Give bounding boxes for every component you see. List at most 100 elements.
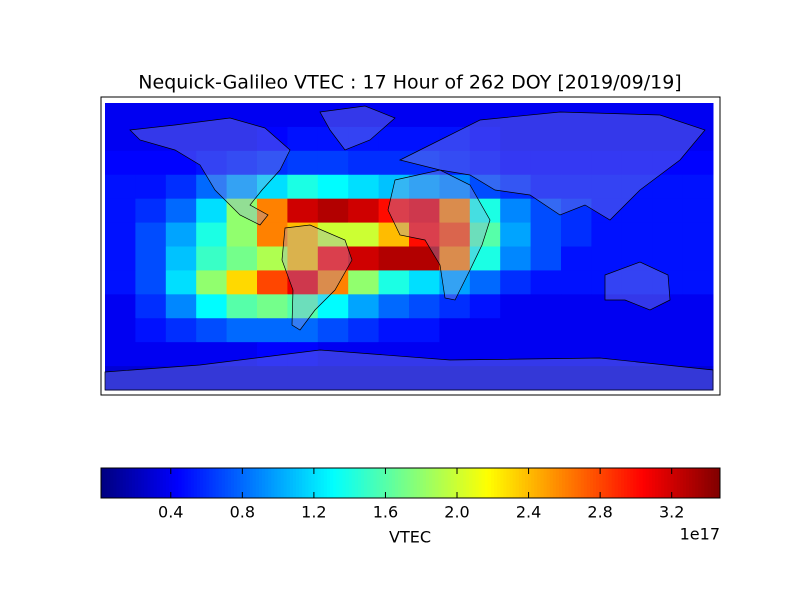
colorbar-swatch <box>326 468 331 498</box>
heat-cell <box>682 246 714 271</box>
colorbar-swatch <box>342 468 347 498</box>
heat-cell <box>378 174 410 200</box>
heat-cell <box>500 174 532 200</box>
colorbar-swatch <box>101 468 105 498</box>
colorbar-swatch <box>416 468 421 498</box>
colorbar-swatch <box>330 468 334 498</box>
heat-cell <box>500 222 532 247</box>
colorbar-swatch <box>311 468 316 498</box>
colorbar-swatch <box>141 468 145 498</box>
heat-cell <box>348 150 380 176</box>
heat-cell <box>530 246 562 271</box>
heat-cell <box>105 174 136 200</box>
colorbar-swatch <box>150 468 155 498</box>
colorbar-swatch <box>283 468 288 498</box>
colorbar-swatch <box>196 468 201 498</box>
colorbar-swatch <box>611 468 616 498</box>
colorbar-swatch <box>698 468 702 498</box>
colorbar-swatch <box>642 468 647 498</box>
heat-cell <box>591 222 623 247</box>
colorbar-swatch <box>518 468 523 498</box>
heat-cell <box>317 198 349 224</box>
colorbar-swatch <box>308 468 312 498</box>
colorbar-swatch <box>540 468 545 498</box>
heat-cell <box>348 126 380 152</box>
heat-cell <box>652 318 684 343</box>
heat-cell <box>621 150 653 176</box>
colorbar-swatch <box>713 468 718 498</box>
colorbar-swatch <box>125 468 130 498</box>
heat-cell <box>378 103 410 128</box>
heat-cell <box>287 198 319 224</box>
heat-cell <box>469 270 501 295</box>
heat-cell <box>561 318 592 343</box>
heat-cell <box>439 174 471 200</box>
colorbar-swatch <box>354 468 359 498</box>
colorbar-swatch <box>178 468 182 498</box>
colorbar-swatch <box>336 468 340 498</box>
heat-cell <box>135 222 167 247</box>
heat-cell <box>105 222 136 247</box>
heat-cell <box>561 366 592 391</box>
heat-cell <box>469 198 501 224</box>
colorbar-swatch <box>379 468 384 498</box>
colorbar-swatch <box>181 468 186 498</box>
heat-cell <box>500 150 532 176</box>
colorbar-swatch <box>537 468 541 498</box>
heat-cell <box>469 246 501 271</box>
heat-cell <box>226 246 258 271</box>
colorbar-swatch <box>673 468 678 498</box>
heat-cell <box>439 342 471 367</box>
heat-cell <box>257 150 288 176</box>
heat-cell <box>257 198 288 224</box>
colorbar-swatch <box>562 468 566 498</box>
colorbar-swatch <box>481 468 486 498</box>
heat-cell <box>439 318 471 343</box>
heat-cell <box>409 222 440 247</box>
heat-cell <box>409 342 440 367</box>
colorbar-swatch <box>323 468 328 498</box>
heat-cell <box>378 270 410 295</box>
coastlines <box>104 105 714 391</box>
colorbar-swatch <box>614 468 619 498</box>
heat-cell <box>317 342 349 367</box>
colorbar-swatch <box>624 468 628 498</box>
colorbar-swatch <box>116 468 121 498</box>
heat-cell <box>682 270 714 295</box>
colorbar-swatch <box>701 468 706 498</box>
heat-cell <box>378 246 410 271</box>
heat-cell <box>196 246 228 271</box>
eurasia <box>398 111 706 221</box>
colorbar-swatch <box>531 468 535 498</box>
colorbar-swatch <box>636 468 641 498</box>
colorbar-swatch <box>450 468 455 498</box>
colorbar-swatch <box>286 468 291 498</box>
colorbar-swatch <box>586 468 591 498</box>
colorbar-swatch <box>441 468 446 498</box>
heat-cell <box>257 318 288 343</box>
heat-cell <box>682 103 714 128</box>
colorbar-swatch <box>249 468 254 498</box>
colorbar-swatch <box>246 468 251 498</box>
heat-cell <box>317 126 349 152</box>
heat-cell <box>196 294 228 319</box>
colorbar-swatch <box>104 468 108 498</box>
heat-cell <box>257 294 288 319</box>
colorbar-swatch <box>339 468 343 498</box>
heat-cell <box>409 246 440 271</box>
colorbar-swatch <box>240 468 244 498</box>
colorbar-swatch <box>144 468 148 498</box>
heatmap <box>105 103 714 391</box>
heat-cell <box>682 318 714 343</box>
heat-cell <box>682 174 714 200</box>
colorbar-swatch <box>596 468 600 498</box>
heat-cell <box>196 174 228 200</box>
heat-cell <box>287 126 319 152</box>
heat-cell <box>165 126 197 152</box>
heat-cell <box>469 318 501 343</box>
heat-cell <box>409 294 440 319</box>
colorbar-swatch <box>525 468 529 498</box>
greenland <box>319 105 396 151</box>
heat-cell <box>500 126 532 152</box>
heat-cell <box>409 198 440 224</box>
